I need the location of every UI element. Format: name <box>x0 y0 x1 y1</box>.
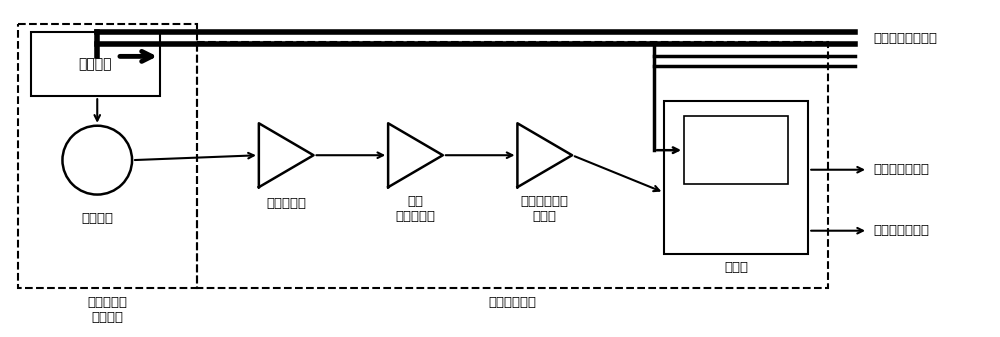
Text: 跨阻放大器: 跨阻放大器 <box>266 197 306 210</box>
Bar <box>31 32 160 96</box>
Bar <box>664 101 808 253</box>
Text: 比较器: 比较器 <box>724 262 748 274</box>
Text: 二级可调增益
放大器: 二级可调增益 放大器 <box>521 195 569 223</box>
Text: 信号处理单元: 信号处理单元 <box>488 296 536 309</box>
Bar <box>18 24 197 288</box>
Text: 一级
信号放大器: 一级 信号放大器 <box>395 195 435 223</box>
Text: 来自主控处理单元: 来自主控处理单元 <box>873 32 937 45</box>
Text: 至测距处理单元: 至测距处理单元 <box>873 163 929 176</box>
Text: 至主控处理单元: 至主控处理单元 <box>873 224 929 237</box>
Text: 供电部分: 供电部分 <box>79 57 112 71</box>
Text: 光接收器: 光接收器 <box>81 212 113 225</box>
Text: 光信号接收
处理单元: 光信号接收 处理单元 <box>87 296 127 324</box>
Bar <box>684 116 788 184</box>
Bar <box>197 42 828 288</box>
